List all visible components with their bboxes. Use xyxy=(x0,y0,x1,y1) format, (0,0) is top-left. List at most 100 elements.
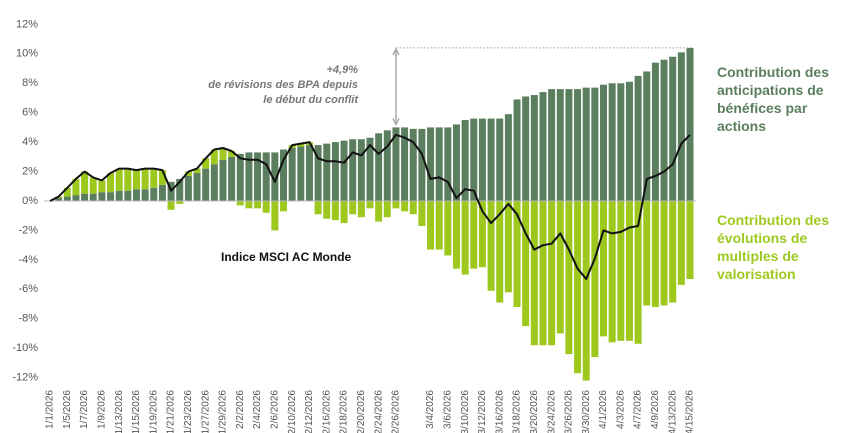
bar xyxy=(401,201,409,212)
bar xyxy=(124,190,132,201)
bar xyxy=(651,201,659,307)
bar xyxy=(297,143,305,147)
x-tick-label: 3/16/2026 xyxy=(494,390,505,433)
x-tick-label: 2/12/2026 xyxy=(304,390,315,433)
bar xyxy=(686,201,694,280)
bar xyxy=(565,201,573,355)
x-tick-label: 3/26/2026 xyxy=(564,390,575,433)
x-tick-label: 2/24/2026 xyxy=(373,390,384,433)
bar xyxy=(487,201,495,291)
bar xyxy=(513,99,521,201)
bar xyxy=(72,178,80,196)
bar xyxy=(262,152,270,201)
bar xyxy=(167,201,175,210)
bar xyxy=(141,189,149,201)
x-tick-label: 2/16/2026 xyxy=(321,390,332,433)
x-tick-label: 2/18/2026 xyxy=(339,390,350,433)
bar xyxy=(591,87,599,201)
bar xyxy=(409,201,417,215)
bar xyxy=(193,168,201,174)
bar xyxy=(625,81,633,201)
bar xyxy=(383,130,391,201)
bar xyxy=(366,137,374,201)
x-tick-label: 4/9/2026 xyxy=(650,390,661,429)
x-tick-label: 1/5/2026 xyxy=(62,390,73,429)
bar xyxy=(202,168,210,201)
bar xyxy=(254,152,262,201)
bar xyxy=(219,159,227,201)
bar xyxy=(271,201,279,231)
bar xyxy=(72,195,80,201)
line xyxy=(49,133,691,280)
bar xyxy=(461,120,469,201)
bar xyxy=(600,84,608,201)
y-tick-label: 8% xyxy=(22,77,38,89)
bar xyxy=(314,145,322,201)
x-tick-label: 2/2/2026 xyxy=(235,390,246,429)
bar xyxy=(574,89,582,201)
x-tick-label: 4/1/2026 xyxy=(598,390,609,429)
bar xyxy=(617,83,625,201)
x-tick-label: 1/21/2026 xyxy=(166,390,177,433)
bar xyxy=(669,56,677,201)
bar xyxy=(496,201,504,303)
bar xyxy=(107,173,115,193)
bar xyxy=(530,201,538,346)
bar xyxy=(522,201,530,327)
bar xyxy=(288,148,296,201)
x-tick-label: 1/23/2026 xyxy=(183,390,194,433)
bar xyxy=(470,201,478,269)
x-tick-label: 4/13/2026 xyxy=(667,390,678,433)
bar xyxy=(236,153,244,201)
bar xyxy=(392,201,400,209)
bar xyxy=(349,201,357,215)
bar xyxy=(349,139,357,201)
bar xyxy=(89,193,97,201)
bar xyxy=(323,143,331,201)
x-tick-label: 3/12/2026 xyxy=(477,390,488,433)
y-tick-label: -4% xyxy=(18,254,38,266)
bar xyxy=(323,201,331,219)
bar xyxy=(158,170,166,185)
bar xyxy=(530,95,538,201)
bar xyxy=(686,47,694,201)
y-tick-label: 2% xyxy=(22,165,38,177)
bar xyxy=(461,201,469,275)
x-tick-label: 3/30/2026 xyxy=(581,390,592,433)
bar xyxy=(548,201,556,346)
bar xyxy=(513,201,521,307)
y-tick-label: 10% xyxy=(16,48,38,60)
x-tick-label: 4/3/2026 xyxy=(615,390,626,429)
bar xyxy=(634,75,642,201)
bar xyxy=(280,149,288,201)
bar xyxy=(634,201,642,344)
bar xyxy=(565,89,573,201)
x-tick-label: 4/15/2026 xyxy=(685,390,696,433)
bar xyxy=(478,201,486,268)
bar xyxy=(141,168,149,190)
y-tick-label: 6% xyxy=(22,107,38,119)
bar xyxy=(254,201,262,209)
bar xyxy=(409,128,417,201)
bar xyxy=(470,118,478,201)
bar xyxy=(582,201,590,381)
x-tick-label: 1/9/2026 xyxy=(97,390,108,429)
bar xyxy=(608,83,616,201)
bar xyxy=(556,201,564,334)
bar xyxy=(262,201,270,213)
y-tick-label: 0% xyxy=(22,195,38,207)
y-tick-label: -10% xyxy=(12,342,38,354)
bar xyxy=(522,96,530,201)
bar xyxy=(582,87,590,201)
x-tick-label: 2/4/2026 xyxy=(252,390,263,429)
bar xyxy=(305,145,313,201)
bar xyxy=(643,71,651,202)
bar xyxy=(677,201,685,285)
bar xyxy=(444,201,452,256)
bar xyxy=(202,158,210,169)
y-tick-label: -12% xyxy=(12,372,38,384)
bar xyxy=(210,164,218,201)
bar xyxy=(132,170,140,190)
